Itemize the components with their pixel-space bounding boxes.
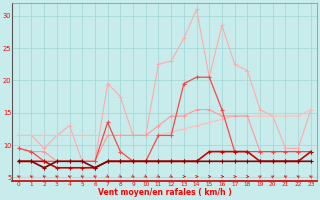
X-axis label: Vent moyen/en rafales ( km/h ): Vent moyen/en rafales ( km/h ) [98,188,232,197]
